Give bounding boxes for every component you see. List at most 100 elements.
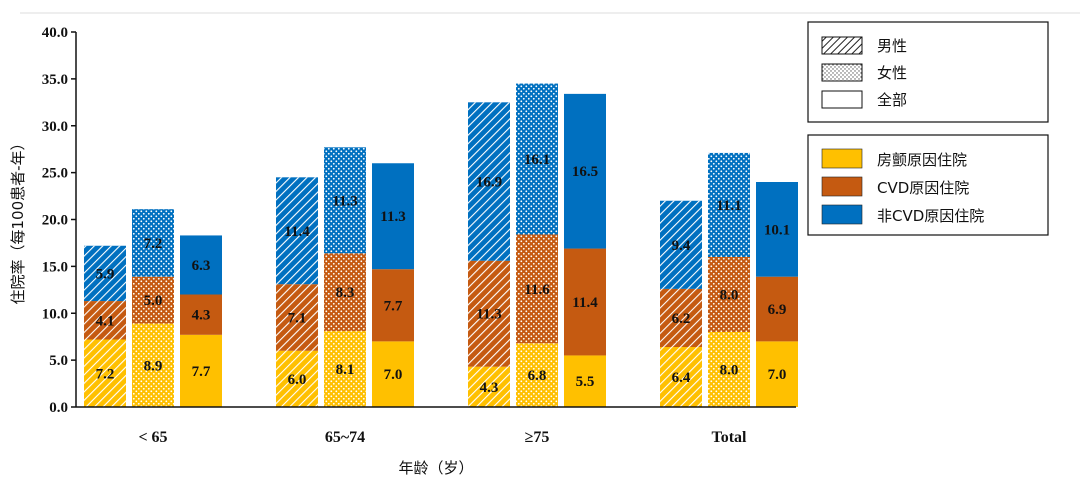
bar-pattern-male (84, 245, 126, 302)
bar-segment-all-af (564, 355, 606, 407)
bar-pattern-female (516, 83, 558, 235)
bar-segment-all-af (756, 341, 798, 407)
bar-pattern-female (324, 147, 366, 254)
legend-label-female: 女性 (877, 64, 907, 82)
data-label: 6.9 (768, 302, 787, 318)
data-label: 4.1 (96, 313, 115, 329)
data-label: 11.4 (284, 224, 310, 240)
data-label: 5.0 (144, 293, 163, 309)
data-label: 7.0 (768, 367, 787, 383)
x-category-label: < 65 (138, 429, 167, 446)
bar-pattern-female (516, 343, 558, 407)
bar-pattern-male (660, 347, 702, 407)
bar-pattern-male (276, 284, 318, 351)
bar-segment-all-af (180, 334, 222, 407)
plot-area: 7.2 4.1 5.9 8.9 5.0 7.2 7.7 4.3 6.3 < 65 6.0 7.1 11.… (84, 83, 798, 446)
bar-pattern-male (276, 350, 318, 407)
bar-pattern-male (84, 339, 126, 407)
bar-pattern-male (276, 177, 318, 285)
legend-label-male: 男性 (877, 37, 907, 55)
legend-swatch-male (821, 36, 863, 55)
y-tick-label: 25.0 (42, 166, 68, 182)
data-label: 11.3 (332, 193, 357, 209)
data-label: 5.9 (96, 266, 115, 282)
legend-swatch-all (821, 90, 863, 109)
legend-groups: 男性 女性 全部 (807, 21, 1049, 123)
legend-label-cvd: CVD原因住院 (877, 179, 969, 197)
data-label: 4.3 (480, 380, 499, 396)
bar-pattern-male (84, 301, 126, 340)
bar-pattern-female (708, 257, 750, 332)
data-label: 7.7 (192, 364, 211, 380)
bar-pattern-female (132, 323, 174, 407)
data-label: 6.3 (192, 258, 211, 274)
y-tick-label: 40.0 (42, 25, 68, 41)
bar-segment-all-noncvd (564, 93, 606, 249)
data-label: 7.2 (96, 366, 115, 382)
y-tick-label: 10.0 (42, 306, 68, 322)
data-label: 10.1 (764, 222, 790, 238)
bar-pattern-female (324, 331, 366, 407)
data-label: 11.3 (476, 307, 501, 323)
data-label: 7.7 (384, 298, 403, 314)
bar-segment-all-noncvd (180, 235, 222, 295)
bar-segment-all-cvd (564, 248, 606, 356)
bar-pattern-male (468, 102, 510, 261)
x-category-label: Total (712, 429, 748, 446)
data-label: 8.1 (336, 362, 355, 378)
data-label: 9.4 (672, 238, 691, 254)
data-label: 7.2 (144, 236, 163, 252)
bar-pattern-male (660, 288, 702, 347)
x-axis-title: 年龄（岁） (398, 459, 473, 477)
legend-components: 房颤原因住院 CVD原因住院 非CVD原因住院 (807, 134, 1049, 236)
legend-label-noncvd: 非CVD原因住院 (877, 207, 984, 225)
data-label: 11.4 (572, 295, 598, 311)
data-label: 8.0 (720, 363, 739, 379)
data-label: 6.0 (288, 372, 307, 388)
data-label: 8.9 (144, 358, 163, 374)
x-category-label: 65~74 (325, 429, 365, 446)
data-label: 16.5 (572, 164, 598, 180)
data-label: 7.0 (384, 367, 403, 383)
data-label: 11.6 (524, 282, 550, 298)
data-label: 6.8 (528, 368, 547, 384)
bar-segment-all-cvd (372, 269, 414, 342)
y-tick-label: 35.0 (42, 72, 68, 88)
x-category-label: ≥75 (525, 429, 550, 446)
bar-pattern-female (708, 332, 750, 407)
legend-swatch-af (821, 148, 863, 169)
data-label: 6.4 (672, 370, 691, 386)
bar-segment-all-noncvd (372, 163, 414, 270)
data-label: 16.9 (476, 175, 502, 191)
y-tick-label: 5.0 (49, 353, 68, 369)
bar-pattern-female (516, 234, 558, 344)
data-label: 8.0 (720, 288, 739, 304)
y-tick-label: 0.0 (49, 400, 68, 416)
y-tick-label: 30.0 (42, 119, 68, 135)
bar-pattern-female (132, 276, 174, 324)
bar-pattern-male (468, 366, 510, 407)
data-label: 7.1 (288, 310, 307, 326)
legend-label-all: 全部 (877, 91, 907, 109)
y-axis-title: 住院率（每100患者-年） (9, 135, 27, 304)
bar-pattern-female (324, 253, 366, 332)
bar-segment-all-noncvd (756, 182, 798, 277)
legend-label-af: 房颤原因住院 (877, 151, 967, 169)
y-tick-label: 15.0 (42, 259, 68, 275)
bar-pattern-male (660, 200, 702, 289)
data-label: 11.1 (716, 198, 741, 214)
y-tick-label: 20.0 (42, 213, 68, 229)
data-label: 16.1 (524, 152, 550, 168)
bar-pattern-male (468, 260, 510, 367)
data-label: 8.3 (336, 285, 355, 301)
data-label: 5.5 (576, 374, 595, 390)
bar-pattern-female (132, 209, 174, 277)
bar-segment-all-cvd (180, 294, 222, 335)
legend-swatch-cvd (821, 176, 863, 197)
bar-segment-all-cvd (756, 276, 798, 342)
bar-pattern-female (708, 152, 750, 257)
legend-swatch-noncvd (821, 204, 863, 225)
data-label: 4.3 (192, 308, 211, 324)
bar-segment-all-af (372, 341, 414, 407)
